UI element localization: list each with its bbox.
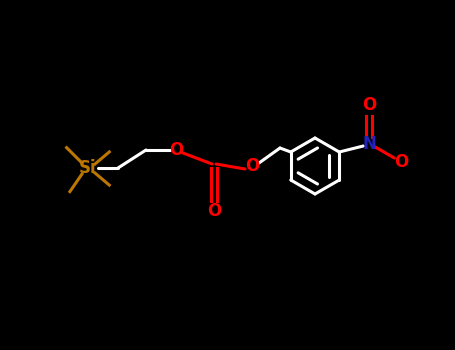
Text: Si: Si — [79, 159, 97, 177]
Text: O: O — [169, 141, 183, 159]
Text: O: O — [362, 96, 376, 114]
Text: O: O — [207, 202, 221, 220]
Text: N: N — [362, 135, 376, 153]
Text: O: O — [394, 153, 409, 171]
Text: O: O — [245, 157, 259, 175]
